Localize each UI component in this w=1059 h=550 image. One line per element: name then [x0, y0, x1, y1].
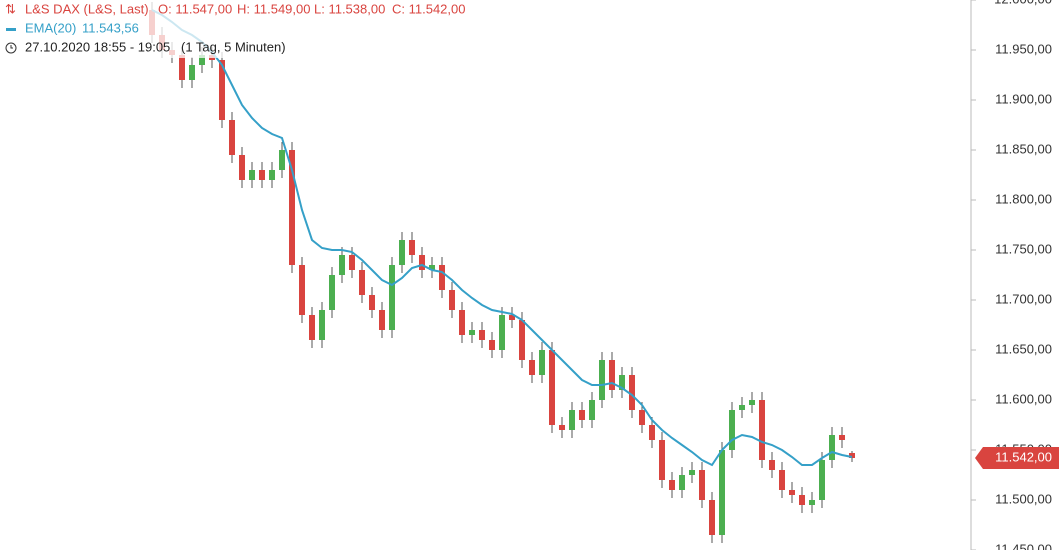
candle-body [529, 360, 535, 375]
y-tick-label: 11.650,00 [995, 341, 1052, 356]
legend-value: 11.543,56 [82, 20, 139, 35]
candle-body [449, 290, 455, 310]
clock-icon [5, 42, 17, 54]
candle-body [499, 315, 505, 350]
candle-body [829, 435, 835, 460]
candle-body [569, 410, 575, 430]
candle-body [759, 400, 765, 460]
candle-body [649, 425, 655, 440]
y-tick-label: 11.500,00 [995, 491, 1052, 506]
candle-body [459, 310, 465, 335]
candle-body [409, 240, 415, 255]
candle-body [659, 440, 665, 480]
candle-body [299, 265, 305, 315]
candle-body [539, 350, 545, 375]
y-tick-label: 11.600,00 [995, 391, 1052, 406]
candle-body [179, 55, 185, 80]
chart-title: L&S DAX (L&S, Last) [25, 1, 149, 16]
candle-body [219, 60, 225, 120]
candle-body [229, 120, 235, 155]
y-tick-label: 11.850,00 [995, 141, 1052, 156]
y-tick-label: 11.900,00 [995, 91, 1052, 106]
candle-body [369, 295, 375, 310]
candle-body [779, 470, 785, 490]
candle-body [469, 330, 475, 335]
candle-body [199, 55, 205, 65]
candle-body [589, 400, 595, 420]
candle-body [339, 255, 345, 275]
candle-body [509, 315, 515, 320]
candle-body [819, 460, 825, 500]
candle-body [429, 265, 435, 270]
candle-body [629, 375, 635, 410]
candle-body [579, 410, 585, 420]
candle-body [439, 265, 445, 290]
candle-body [639, 410, 645, 425]
interval: (1 Tag, 5 Minuten) [181, 39, 286, 54]
last-price-label: 11.542,00 [995, 449, 1052, 464]
candle-body [799, 495, 805, 505]
candle-body [609, 360, 615, 390]
candle-body [329, 275, 335, 310]
legend-swatch [6, 28, 16, 31]
candle-body [319, 310, 325, 340]
candle-body [559, 425, 565, 430]
y-tick-label: 11.950,00 [995, 41, 1052, 56]
candle-body [399, 240, 405, 265]
period: 27.10.2020 18:55 - 19:05 [25, 39, 170, 54]
ohlc-close: C: 11.542,00 [392, 1, 465, 16]
candle-body [309, 315, 315, 340]
candle-body [259, 170, 265, 180]
candle-body [189, 65, 195, 80]
candle-body [709, 500, 715, 535]
candle-body [729, 410, 735, 450]
candle-body [269, 170, 275, 180]
candle-body [419, 255, 425, 270]
candle-body [699, 470, 705, 500]
y-tick-label: 11.800,00 [995, 191, 1052, 206]
candle-body [279, 150, 285, 170]
candle-body [789, 490, 795, 495]
candle-body [769, 460, 775, 470]
candle-body [599, 360, 605, 400]
ohlc-low: L: 11.538,00 [314, 1, 385, 16]
last-price-tag [975, 447, 1059, 469]
candle-body [839, 435, 845, 440]
candle-body [749, 400, 755, 405]
candle-body [379, 310, 385, 330]
legend-name: EMA(20) [25, 20, 76, 35]
candle-body [359, 270, 365, 295]
chart-icon: ⇅ [5, 1, 16, 16]
candle-body [719, 450, 725, 535]
candle-body [619, 375, 625, 390]
y-tick-label: 11.700,00 [995, 291, 1052, 306]
ohlc-high: H: 11.549,00 [237, 1, 310, 16]
candle-body [489, 340, 495, 350]
clock-hands [10, 45, 13, 49]
y-tick-label: 12.000,00 [994, 0, 1052, 6]
candle-body [679, 475, 685, 490]
y-tick-label: 11.450,00 [995, 541, 1052, 550]
candle-body [349, 255, 355, 270]
candle-body [669, 480, 675, 490]
ohlc-open: O: 11.547,00 [158, 1, 232, 16]
y-tick-label: 11.750,00 [995, 241, 1052, 256]
candle-body [289, 150, 295, 265]
candle-body [519, 320, 525, 360]
candle-body [849, 453, 855, 458]
candle-body [739, 405, 745, 410]
candle-body [389, 265, 395, 330]
candle-body [689, 470, 695, 475]
candle-body [549, 350, 555, 425]
ema-line [151, 9, 853, 467]
header-backdrop [0, 0, 620, 58]
candle-body [249, 170, 255, 180]
candle-body [809, 500, 815, 505]
candle-body [479, 330, 485, 340]
candle-body [239, 155, 245, 180]
